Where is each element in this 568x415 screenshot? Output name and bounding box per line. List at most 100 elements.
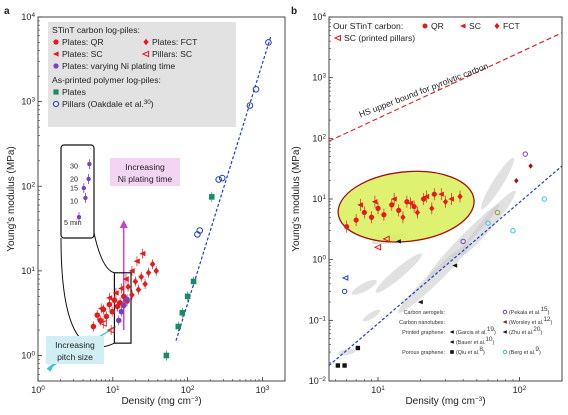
panel-b-point [389, 202, 395, 208]
panel-a-marks [90, 39, 272, 361]
panel-a-point [179, 309, 186, 316]
panel-a-xtick-label: 100 [31, 385, 45, 396]
inset-point [81, 185, 87, 191]
panel-b-point [400, 214, 406, 221]
panel-a-legend-header2: As-printed polymer log-piles: [52, 75, 161, 85]
panel-b-legend-label: SC (printed pillars) [344, 33, 415, 43]
panel-a-legend-marker [53, 89, 59, 95]
panel-b-point [361, 209, 367, 216]
panel-a-point [98, 319, 107, 327]
panel-a-point [103, 313, 110, 320]
ref-marker [450, 350, 454, 354]
panel-a-tag: a [4, 6, 10, 17]
panel-a-point [163, 352, 170, 359]
panel-a-legend: STinT carbon log-piles: Plates: QR Plates:… [48, 22, 236, 127]
literature-point [341, 274, 349, 281]
panel-a-point [153, 267, 160, 275]
panel-b-xtick-label: 101 [371, 385, 385, 396]
zoom-connector-left [60, 237, 115, 348]
inset-tick-label: 10 [70, 196, 78, 205]
literature-region [351, 279, 377, 295]
ni-anno-bg [110, 158, 180, 186]
panel-b-legend-marker [494, 22, 500, 30]
ref-label: (Zhu et al.20) [509, 326, 542, 337]
panel-b-legend-header: Our STinT carbon: [333, 21, 403, 31]
panel-b-reference-legend: Carbon aerogels: (Pekala et al.15) Carbon … [399, 306, 552, 357]
panel-a-point [115, 317, 122, 324]
panel-a-legend-label: Plates: varying Ni plating time [62, 61, 175, 71]
panel-b-point [382, 235, 390, 243]
ref-label: (Qiu et al.8) [456, 346, 485, 357]
panel-b-ticks [329, 16, 563, 382]
inset-label: 5 min [64, 218, 82, 227]
panel-b-point [429, 205, 435, 212]
panel-a-point [125, 283, 131, 291]
panel-a-point [124, 296, 130, 303]
ref-category-label: Carbon nanotubes: [399, 320, 445, 326]
literature-point [452, 263, 458, 268]
stint-carbon-ellipse [337, 170, 475, 243]
panel-a-legend-header: STinT carbon log-piles: [52, 25, 140, 35]
panel-a-point [97, 317, 104, 324]
ref-category-label: Porous graphene: [402, 350, 445, 356]
panel-a-point [128, 268, 135, 274]
ni-anno-line2: Ni plating time [118, 174, 173, 184]
literature-region [337, 348, 356, 356]
literature-point [395, 239, 401, 244]
ni-arrow-head [119, 219, 128, 228]
panel-b-point [371, 199, 378, 205]
pitch-anno-bg [46, 336, 104, 364]
panel-b-ytick-label: 10−2 [309, 376, 327, 387]
literature-region [362, 309, 381, 322]
ref-category-label: Carbon aerogels: [404, 310, 445, 316]
ref-label: (Garcia et al.19) [456, 326, 496, 337]
panel-a-ytick-label: 103 [21, 96, 35, 107]
panel-a-point [246, 102, 254, 109]
ref-marker [449, 330, 454, 334]
panel-b-point [423, 193, 430, 200]
hs-upper-bound-line [328, 32, 563, 142]
zoom-connector-right [93, 232, 115, 274]
hs-label: HS upper bound for pyrolytic carbon [358, 61, 490, 120]
panel-a-point [142, 280, 148, 288]
ref-label: (Bauer et al.10) [456, 336, 494, 347]
panel-a-legend-marker [53, 63, 59, 69]
panel-a-legend-marker [141, 50, 150, 58]
panel-b-xlabel: Density (mg cm−3) [405, 396, 485, 408]
panel-a-point [106, 295, 113, 301]
panel-b-ylabel: Young's modulus (MPa) [291, 146, 302, 251]
panel-a-xtick-label: 101 [106, 385, 120, 396]
panel-a-axis-labels: 100 101 102 103 100 101 102 103 104 Density (mg c… [6, 12, 270, 408]
panel-a-point [208, 194, 215, 200]
literature-point [522, 151, 528, 157]
panel-b-point [457, 193, 463, 200]
panel-a-ytick-label: 104 [21, 12, 35, 23]
panel-a-point [132, 278, 139, 285]
panel-a-xtick-label: 102 [181, 385, 195, 396]
panel-b-point [396, 207, 402, 213]
panel-a-point [94, 312, 101, 318]
panel-a-point [118, 285, 125, 292]
inset-tick-label: 20 [70, 174, 78, 183]
panel-b-point [438, 191, 444, 197]
panel-a-ytick-label: 102 [21, 181, 35, 192]
panel-a-legend-label: Plates: FCT [152, 37, 198, 47]
panel-b-point [375, 205, 381, 211]
panel-b-point [357, 202, 363, 208]
panel-b-point [381, 212, 387, 218]
ref-label: (Pekala et al.15) [509, 306, 550, 317]
panel-a-point [252, 85, 260, 93]
panel-a-point [90, 323, 97, 330]
panel-b-tag: b [291, 6, 297, 17]
panel-a-xtick-label: 103 [256, 385, 270, 396]
literature-point [355, 345, 361, 351]
ref-marker [502, 349, 508, 355]
zoom-box [113, 272, 132, 344]
panel-b-ytick-label: 102 [312, 133, 326, 144]
panel-a-legend-marker [52, 51, 59, 57]
literature-point [342, 363, 347, 368]
panel-a-point [111, 297, 118, 304]
